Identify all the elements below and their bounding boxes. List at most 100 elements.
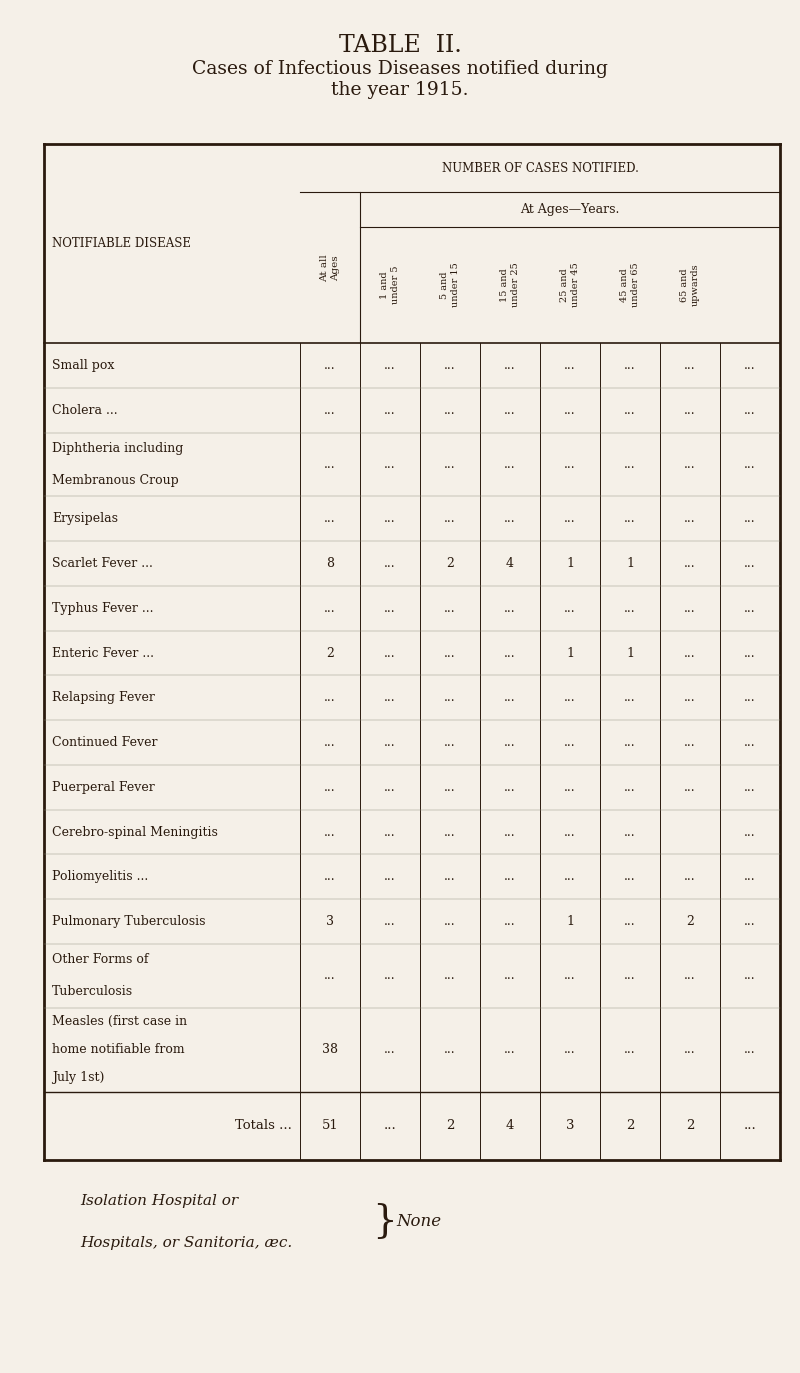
- Text: ...: ...: [384, 1043, 396, 1056]
- Text: ...: ...: [744, 914, 756, 928]
- Text: }: }: [372, 1204, 397, 1240]
- Text: ...: ...: [684, 870, 696, 883]
- Text: Typhus Fever ...: Typhus Fever ...: [52, 601, 154, 615]
- Text: Relapsing Fever: Relapsing Fever: [52, 692, 155, 704]
- Text: ...: ...: [624, 360, 636, 372]
- Text: ...: ...: [444, 870, 456, 883]
- Text: ...: ...: [744, 870, 756, 883]
- Text: ...: ...: [384, 825, 396, 839]
- Text: 4: 4: [506, 557, 514, 570]
- Text: ...: ...: [384, 404, 396, 417]
- Text: 65 and
upwards: 65 and upwards: [680, 264, 700, 306]
- Text: 25 and
under 45: 25 and under 45: [560, 262, 580, 308]
- Text: ...: ...: [444, 512, 456, 526]
- Text: ...: ...: [504, 1043, 516, 1056]
- Text: ...: ...: [744, 736, 756, 750]
- Text: ...: ...: [504, 647, 516, 659]
- Text: ...: ...: [564, 781, 576, 794]
- Text: 3: 3: [566, 1119, 574, 1133]
- Text: ...: ...: [744, 404, 756, 417]
- Text: ...: ...: [384, 601, 396, 615]
- Text: 2: 2: [626, 1119, 634, 1133]
- Text: July 1st): July 1st): [52, 1071, 104, 1085]
- Text: ...: ...: [384, 360, 396, 372]
- Text: ...: ...: [324, 512, 336, 526]
- Text: ...: ...: [624, 692, 636, 704]
- Text: ...: ...: [504, 360, 516, 372]
- Text: ...: ...: [624, 404, 636, 417]
- Text: ...: ...: [744, 512, 756, 526]
- Text: Totals ...: Totals ...: [235, 1119, 292, 1133]
- Text: 1: 1: [566, 557, 574, 570]
- Text: ...: ...: [684, 404, 696, 417]
- Text: ...: ...: [324, 825, 336, 839]
- Text: Cholera ...: Cholera ...: [52, 404, 118, 417]
- Text: ...: ...: [504, 914, 516, 928]
- Text: ...: ...: [384, 692, 396, 704]
- Text: ...: ...: [384, 969, 396, 982]
- Text: ...: ...: [744, 969, 756, 982]
- Text: ...: ...: [384, 647, 396, 659]
- Text: Membranous Croup: Membranous Croup: [52, 474, 178, 487]
- Text: Cases of Infectious Diseases notified during
the year 1915.: Cases of Infectious Diseases notified du…: [192, 60, 608, 99]
- Text: ...: ...: [624, 601, 636, 615]
- Text: Tuberculosis: Tuberculosis: [52, 986, 133, 998]
- Text: ...: ...: [744, 692, 756, 704]
- Text: ...: ...: [504, 601, 516, 615]
- Text: ...: ...: [744, 1119, 756, 1133]
- Text: ...: ...: [444, 914, 456, 928]
- Text: 15 and
under 25: 15 and under 25: [500, 262, 520, 308]
- Text: Scarlet Fever ...: Scarlet Fever ...: [52, 557, 153, 570]
- Text: ...: ...: [684, 692, 696, 704]
- Text: 8: 8: [326, 557, 334, 570]
- Text: ...: ...: [504, 512, 516, 526]
- Text: ...: ...: [384, 1119, 396, 1133]
- Text: ...: ...: [444, 459, 456, 471]
- Text: ...: ...: [684, 969, 696, 982]
- Text: 38: 38: [322, 1043, 338, 1056]
- Text: ...: ...: [324, 404, 336, 417]
- Text: ...: ...: [624, 512, 636, 526]
- Text: ...: ...: [504, 692, 516, 704]
- Text: ...: ...: [564, 459, 576, 471]
- Text: ...: ...: [684, 360, 696, 372]
- Text: ...: ...: [444, 825, 456, 839]
- Text: ...: ...: [324, 360, 336, 372]
- Text: ...: ...: [444, 736, 456, 750]
- Text: ...: ...: [504, 825, 516, 839]
- Text: 5 and
under 15: 5 and under 15: [440, 262, 460, 308]
- Text: ...: ...: [384, 557, 396, 570]
- Text: ...: ...: [684, 1043, 696, 1056]
- Text: 1 and
under 5: 1 and under 5: [380, 265, 400, 305]
- Text: ...: ...: [444, 601, 456, 615]
- Text: ...: ...: [504, 781, 516, 794]
- Text: ...: ...: [624, 825, 636, 839]
- Text: Cerebro-spinal Meningitis: Cerebro-spinal Meningitis: [52, 825, 218, 839]
- Text: ...: ...: [684, 557, 696, 570]
- Text: ...: ...: [504, 404, 516, 417]
- Text: Enteric Fever ...: Enteric Fever ...: [52, 647, 154, 659]
- Text: ...: ...: [624, 870, 636, 883]
- Text: Pulmonary Tuberculosis: Pulmonary Tuberculosis: [52, 914, 206, 928]
- Text: Other Forms of: Other Forms of: [52, 953, 149, 967]
- Text: ...: ...: [444, 647, 456, 659]
- Text: ...: ...: [624, 969, 636, 982]
- Text: 51: 51: [322, 1119, 338, 1133]
- Text: ...: ...: [744, 647, 756, 659]
- Text: ...: ...: [564, 692, 576, 704]
- Text: ...: ...: [444, 969, 456, 982]
- Text: 2: 2: [326, 647, 334, 659]
- Text: ...: ...: [384, 459, 396, 471]
- Text: ...: ...: [744, 1043, 756, 1056]
- Text: 1: 1: [626, 557, 634, 570]
- Text: ...: ...: [504, 459, 516, 471]
- Text: ...: ...: [324, 969, 336, 982]
- Text: ...: ...: [564, 736, 576, 750]
- Text: ...: ...: [564, 825, 576, 839]
- Text: ...: ...: [324, 459, 336, 471]
- Text: NOTIFIABLE DISEASE: NOTIFIABLE DISEASE: [52, 238, 191, 250]
- Text: 4: 4: [506, 1119, 514, 1133]
- Text: ...: ...: [564, 969, 576, 982]
- Text: ...: ...: [324, 870, 336, 883]
- Text: None: None: [396, 1214, 441, 1230]
